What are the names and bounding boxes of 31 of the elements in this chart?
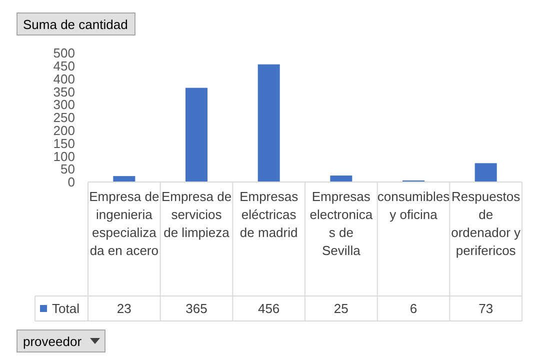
- y-tick-label: 250: [53, 110, 75, 126]
- bar: [186, 88, 208, 182]
- y-tick-label: 150: [53, 136, 75, 151]
- data-label: 73: [478, 301, 494, 316]
- legend-label: Total: [52, 301, 80, 316]
- data-label: 365: [186, 301, 208, 316]
- x-tick-label: Empresas eléctricas de madrid: [240, 189, 299, 240]
- bar: [113, 176, 136, 182]
- y-tick-label: 50: [60, 162, 75, 177]
- bar: [258, 64, 280, 182]
- y-tick-label: 300: [53, 97, 75, 112]
- y-tick-label: 200: [53, 122, 75, 138]
- x-tick-label: Empresas electronicas de Sevilla: [310, 189, 374, 258]
- y-tick-label: 500: [53, 46, 75, 61]
- y-tick-label: 350: [53, 84, 75, 100]
- data-label: 25: [334, 301, 348, 316]
- bar: [330, 176, 352, 182]
- chart-title: Suma de cantidad: [23, 17, 128, 32]
- data-label: 456: [258, 301, 280, 316]
- y-tick-label: 450: [53, 58, 75, 74]
- bar: [474, 163, 497, 182]
- x-tick-label: Empresa de servicios de limpieza: [161, 189, 232, 240]
- data-label: 6: [410, 301, 418, 316]
- x-tick-label: Empresa de ingenieria especializada en acero: [89, 189, 160, 258]
- y-tick-label: 400: [53, 71, 75, 86]
- y-tick-label: 0: [68, 174, 75, 190]
- data-label: 23: [116, 301, 132, 316]
- text: proveedor: [23, 334, 82, 349]
- x-tick-label: Respuestos de ordenador y perifericos: [451, 189, 522, 258]
- x-tick-label: consumibles y oficina: [377, 189, 450, 222]
- y-tick-label: 100: [53, 148, 75, 164]
